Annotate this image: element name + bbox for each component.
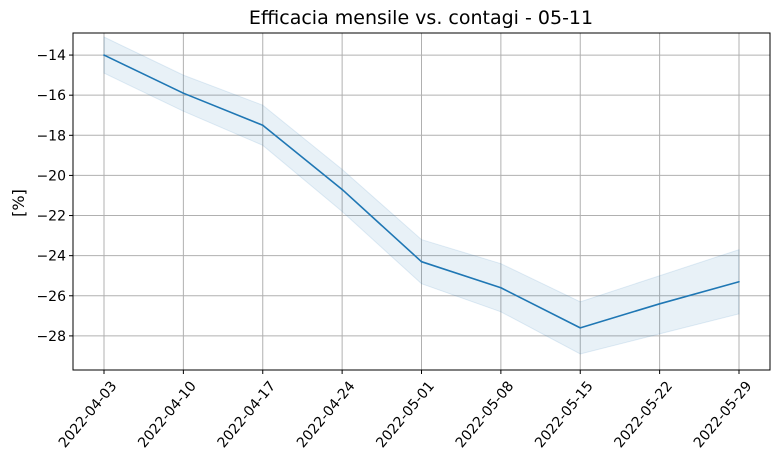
y-tick-label: −26 — [36, 289, 66, 305]
data-point — [103, 54, 105, 56]
y-tick-label: −28 — [36, 329, 66, 345]
data-point — [341, 188, 343, 191]
y-axis-ticks: −14 −16 −18 −20 −22 −24 −26 −28 — [36, 48, 73, 345]
y-axis-label: [%] — [9, 189, 28, 217]
confidence-band-group — [103, 36, 740, 355]
confidence-band — [103, 36, 740, 355]
plot-frame — [72, 32, 771, 371]
data-point — [658, 303, 661, 305]
data-point — [579, 327, 582, 329]
chart-title: Efficacia mensile vs. contagi - 05-11 — [249, 7, 593, 29]
y-tick-label: −20 — [36, 168, 66, 184]
y-tick-label: −22 — [36, 209, 66, 225]
data-point — [500, 286, 502, 289]
x-tick-label: 2022-04-03 — [56, 378, 121, 451]
data-point — [738, 280, 740, 283]
x-tick-label: 2022-05-29 — [691, 378, 756, 451]
y-tick-label: −16 — [36, 88, 66, 104]
series-line-group — [103, 54, 740, 329]
x-tick-label: 2022-05-15 — [532, 378, 597, 451]
y-tick-label: −14 — [36, 48, 66, 64]
x-tick-label: 2022-05-08 — [453, 378, 518, 451]
data-point — [420, 260, 423, 263]
x-tick-label: 2022-04-10 — [135, 378, 200, 451]
x-axis-ticks: 2022-04-03 2022-04-10 2022-04-17 2022-04-24… — [56, 370, 756, 451]
x-tick-label: 2022-04-17 — [215, 378, 280, 451]
data-point — [182, 92, 185, 94]
y-tick-label: −18 — [36, 128, 66, 144]
y-tick-label: −24 — [36, 249, 66, 265]
x-tick-label: 2022-05-01 — [373, 378, 438, 451]
x-tick-label: 2022-05-22 — [611, 378, 676, 451]
x-tick-label: 2022-04-24 — [294, 378, 359, 451]
data-point — [261, 124, 264, 127]
